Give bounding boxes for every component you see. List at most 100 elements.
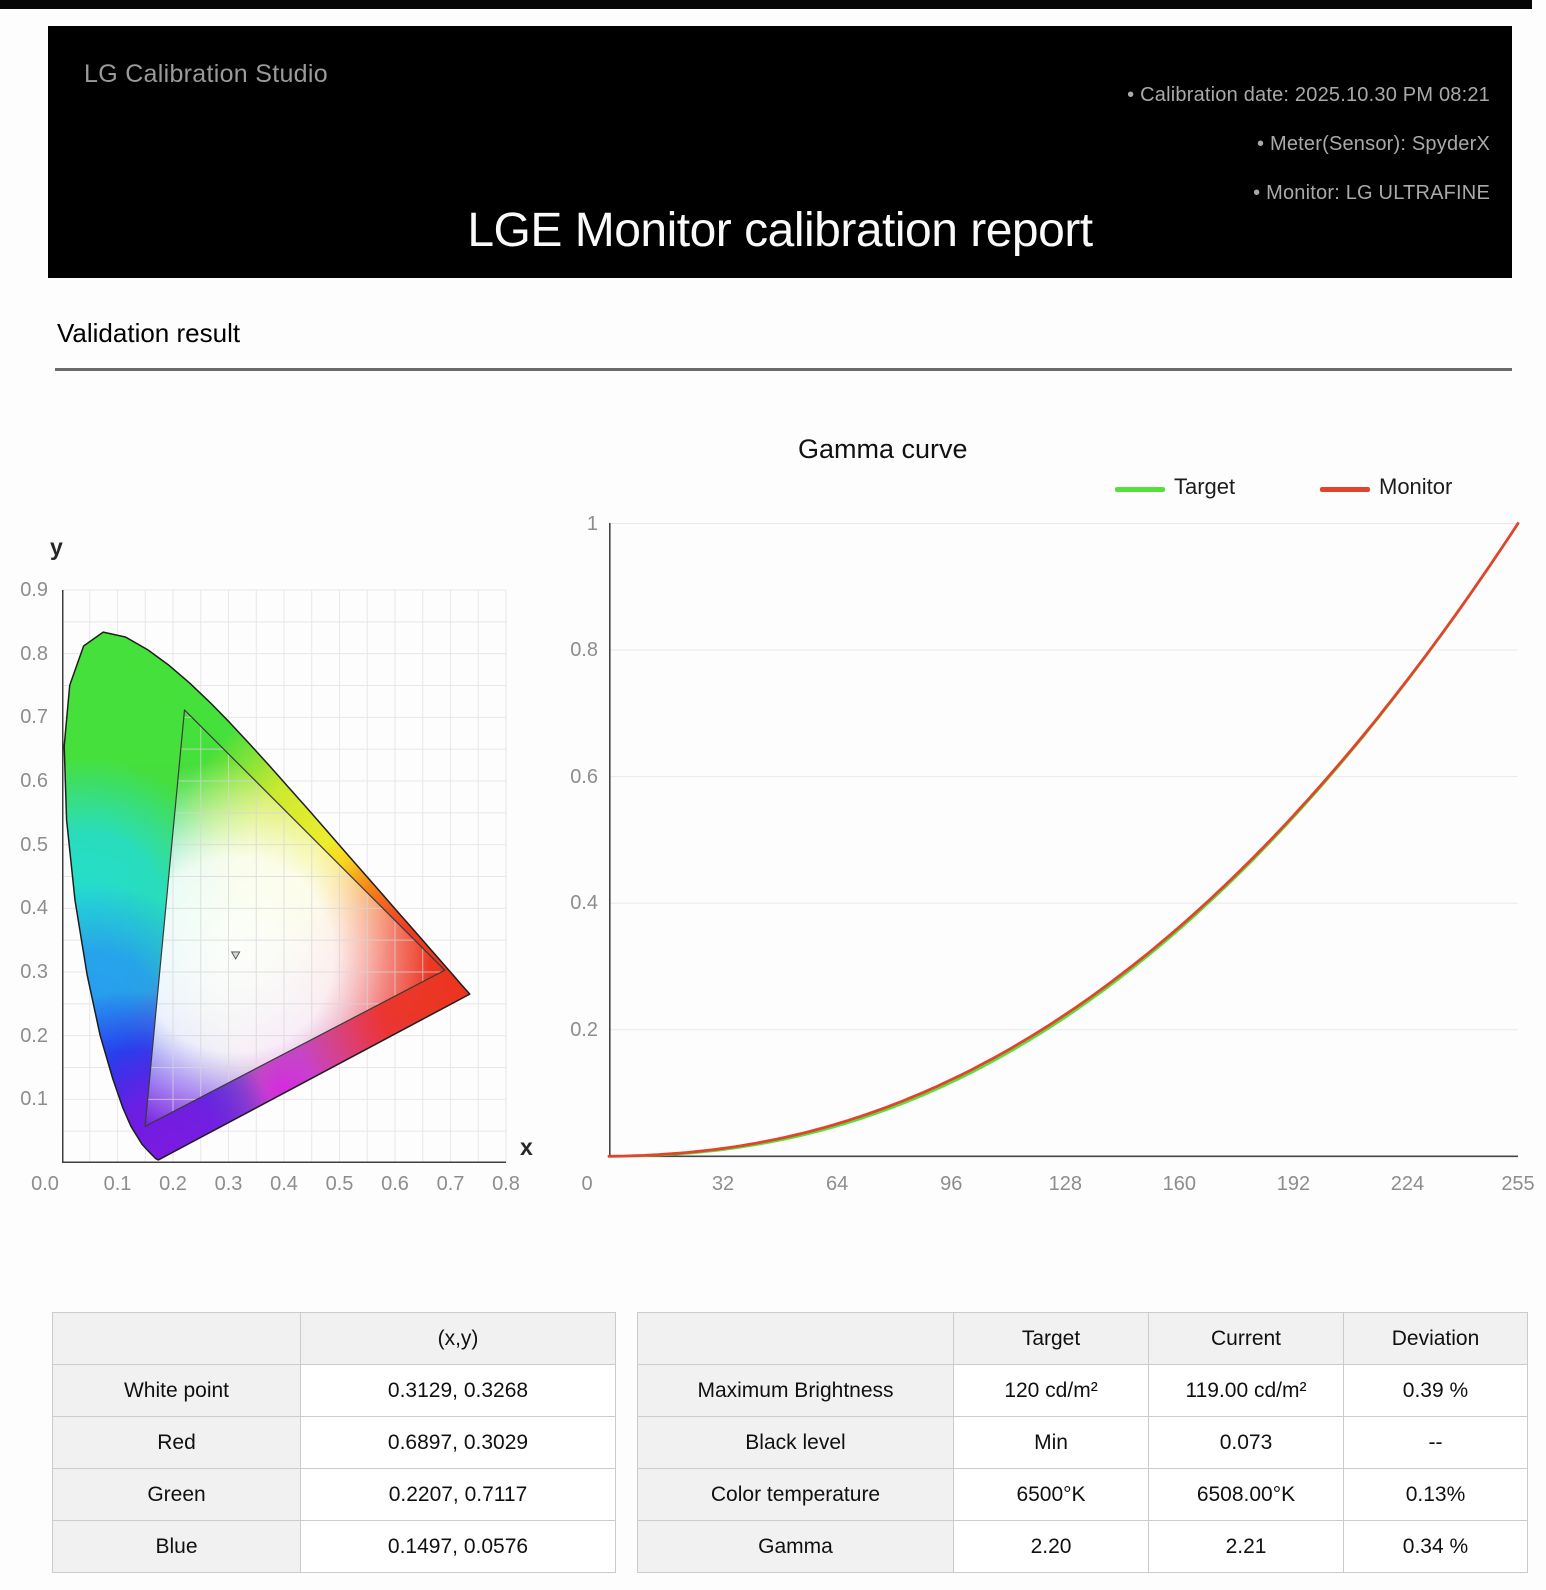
meta-calibration-date: • Calibration date: 2025.10.30 PM 08:21 xyxy=(1127,84,1490,106)
cie-x-tick-label: 0.8 xyxy=(492,1173,520,1195)
target-gamma-curve xyxy=(607,522,1520,1158)
deviation-value: 0.39 % xyxy=(1343,1364,1528,1417)
cie-x-tick-label: 0.3 xyxy=(214,1173,243,1195)
results-header-empty xyxy=(637,1312,954,1365)
row-label: White point xyxy=(52,1364,301,1417)
cie-y-tick-label: 0.9 xyxy=(20,579,48,601)
row-label: Red xyxy=(52,1416,301,1469)
section-divider xyxy=(55,368,1512,371)
table-row: Color temperature 6500°K 6508.00°K 0.13% xyxy=(637,1468,1528,1521)
gamma-x-tick-label: 192 xyxy=(1276,1173,1311,1195)
meta-monitor-model: • Monitor: LG ULTRAFINE xyxy=(1253,182,1490,204)
results-header-deviation: Deviation xyxy=(1343,1312,1528,1365)
cie-y-tick-label: 0.1 xyxy=(20,1088,48,1111)
cie-x-axis-name: x xyxy=(520,1134,533,1160)
target-value: 2.20 xyxy=(953,1520,1149,1573)
row-value: 0.6897, 0.3029 xyxy=(300,1416,616,1469)
cie-x-tick-label: 0.0 xyxy=(31,1173,59,1195)
cie-x-tick-label: 0.7 xyxy=(436,1173,465,1195)
gamma-x-tick-label: 32 xyxy=(711,1173,735,1195)
gamma-x-tick-label: 96 xyxy=(940,1173,963,1195)
gamma-x-tick-label: 64 xyxy=(826,1173,849,1195)
cie-y-tick-label: 0.7 xyxy=(20,706,48,729)
table-row: Black level Min 0.073 -- xyxy=(637,1416,1528,1469)
spectral-locus-outline xyxy=(63,631,471,1161)
table-row: White point 0.3129, 0.3268 xyxy=(52,1364,616,1417)
row-label: Black level xyxy=(637,1416,954,1469)
row-value: 0.1497, 0.0576 xyxy=(300,1520,616,1573)
row-label: Maximum Brightness xyxy=(637,1364,954,1417)
cie-y-axis-name: y xyxy=(50,534,63,560)
legend-monitor-line xyxy=(1320,487,1370,492)
current-value: 0.073 xyxy=(1148,1416,1344,1469)
gamma-y-tick-label: 0.8 xyxy=(570,639,598,662)
section-title: Validation result xyxy=(57,318,241,348)
report-title: LGE Monitor calibration report xyxy=(467,204,1093,257)
table-header-row: (x,y) xyxy=(52,1312,616,1365)
gamma-y-tick-label: 1 xyxy=(586,512,598,535)
cie-x-tick-label: 0.2 xyxy=(159,1173,187,1195)
cie-y-tick-label: 0.4 xyxy=(20,897,48,920)
current-value: 6508.00°K xyxy=(1148,1468,1344,1521)
primaries-header-xy: (x,y) xyxy=(300,1312,616,1365)
meta-meter-sensor: • Meter(Sensor): SpyderX xyxy=(1257,133,1490,155)
monitor-gamma-curve xyxy=(607,522,1520,1158)
gamma-y-tick-label: 0.4 xyxy=(570,892,598,915)
row-label: Color temperature xyxy=(637,1468,954,1521)
target-value: 120 cd/m² xyxy=(953,1364,1149,1417)
gamma-y-tick-label: 0.6 xyxy=(570,765,598,788)
row-label: Green xyxy=(52,1468,301,1521)
table-row: Red 0.6897, 0.3029 xyxy=(52,1416,616,1469)
target-value: 6500°K xyxy=(953,1468,1149,1521)
legend-target-line xyxy=(1115,487,1165,492)
current-value: 2.21 xyxy=(1148,1520,1344,1573)
row-label: Gamma xyxy=(637,1520,954,1573)
deviation-value: 0.13% xyxy=(1343,1468,1528,1521)
gamma-axes xyxy=(609,523,1518,1158)
table-header-row: Target Current Deviation xyxy=(637,1312,1528,1365)
table-row: Green 0.2207, 0.7117 xyxy=(52,1468,616,1521)
table-row: Gamma 2.20 2.21 0.34 % xyxy=(637,1520,1528,1573)
gamma-grid xyxy=(609,523,1518,1031)
cie-y-tick-label: 0.6 xyxy=(20,770,48,792)
deviation-value: 0.34 % xyxy=(1343,1520,1528,1573)
target-value: Min xyxy=(953,1416,1149,1469)
gamma-y-tick-label: 0.2 xyxy=(570,1018,598,1041)
table-row: Maximum Brightness 120 cd/m² 119.00 cd/m… xyxy=(637,1364,1528,1417)
cie-y-tick-label: 0.8 xyxy=(20,642,48,665)
results-header-target: Target xyxy=(953,1312,1149,1365)
cie-x-tick-label: 0.1 xyxy=(103,1173,132,1195)
gamma-curve-chart xyxy=(607,522,1520,1158)
row-value: 0.2207, 0.7117 xyxy=(300,1468,616,1521)
gamma-x-tick-label: 128 xyxy=(1048,1173,1082,1195)
window-top-strip xyxy=(0,0,1532,9)
primaries-table: (x,y) White point 0.3129, 0.3268 Red 0.6… xyxy=(52,1312,616,1573)
results-header-current: Current xyxy=(1148,1312,1344,1365)
gamma-x-tick-label: 160 xyxy=(1162,1173,1197,1195)
app-title: LG Calibration Studio xyxy=(84,60,328,88)
cie-x-tick-label: 0.6 xyxy=(381,1173,409,1195)
gamma-x-tick-label: 0 xyxy=(581,1173,593,1195)
cie-y-tick-label: 0.3 xyxy=(20,961,48,983)
cie-x-tick-label: 0.5 xyxy=(325,1173,354,1195)
gamut-triangle xyxy=(144,709,446,1127)
cie-axes xyxy=(62,590,506,1163)
results-table: Target Current Deviation Maximum Brightn… xyxy=(637,1312,1528,1573)
primaries-table-container: (x,y) White point 0.3129, 0.3268 Red 0.6… xyxy=(52,1312,616,1573)
current-value: 119.00 cd/m² xyxy=(1148,1364,1344,1417)
results-table-container: Target Current Deviation Maximum Brightn… xyxy=(637,1312,1528,1573)
legend-target-label: Target xyxy=(1174,474,1236,499)
primaries-header-empty xyxy=(52,1312,301,1365)
cie-y-tick-label: 0.5 xyxy=(20,833,48,856)
legend-monitor-label: Monitor xyxy=(1379,474,1453,499)
row-value: 0.3129, 0.3268 xyxy=(300,1364,616,1417)
gamma-chart-title: Gamma curve xyxy=(798,434,968,464)
row-label: Blue xyxy=(52,1520,301,1573)
deviation-value: -- xyxy=(1343,1416,1528,1469)
cie-x-tick-label: 0.4 xyxy=(270,1173,298,1195)
gamma-x-tick-label: 255 xyxy=(1501,1173,1535,1195)
gamma-x-tick-label: 224 xyxy=(1390,1173,1425,1195)
cie-y-tick-label: 0.2 xyxy=(20,1024,48,1047)
cie-chromaticity-diagram xyxy=(62,589,507,1163)
